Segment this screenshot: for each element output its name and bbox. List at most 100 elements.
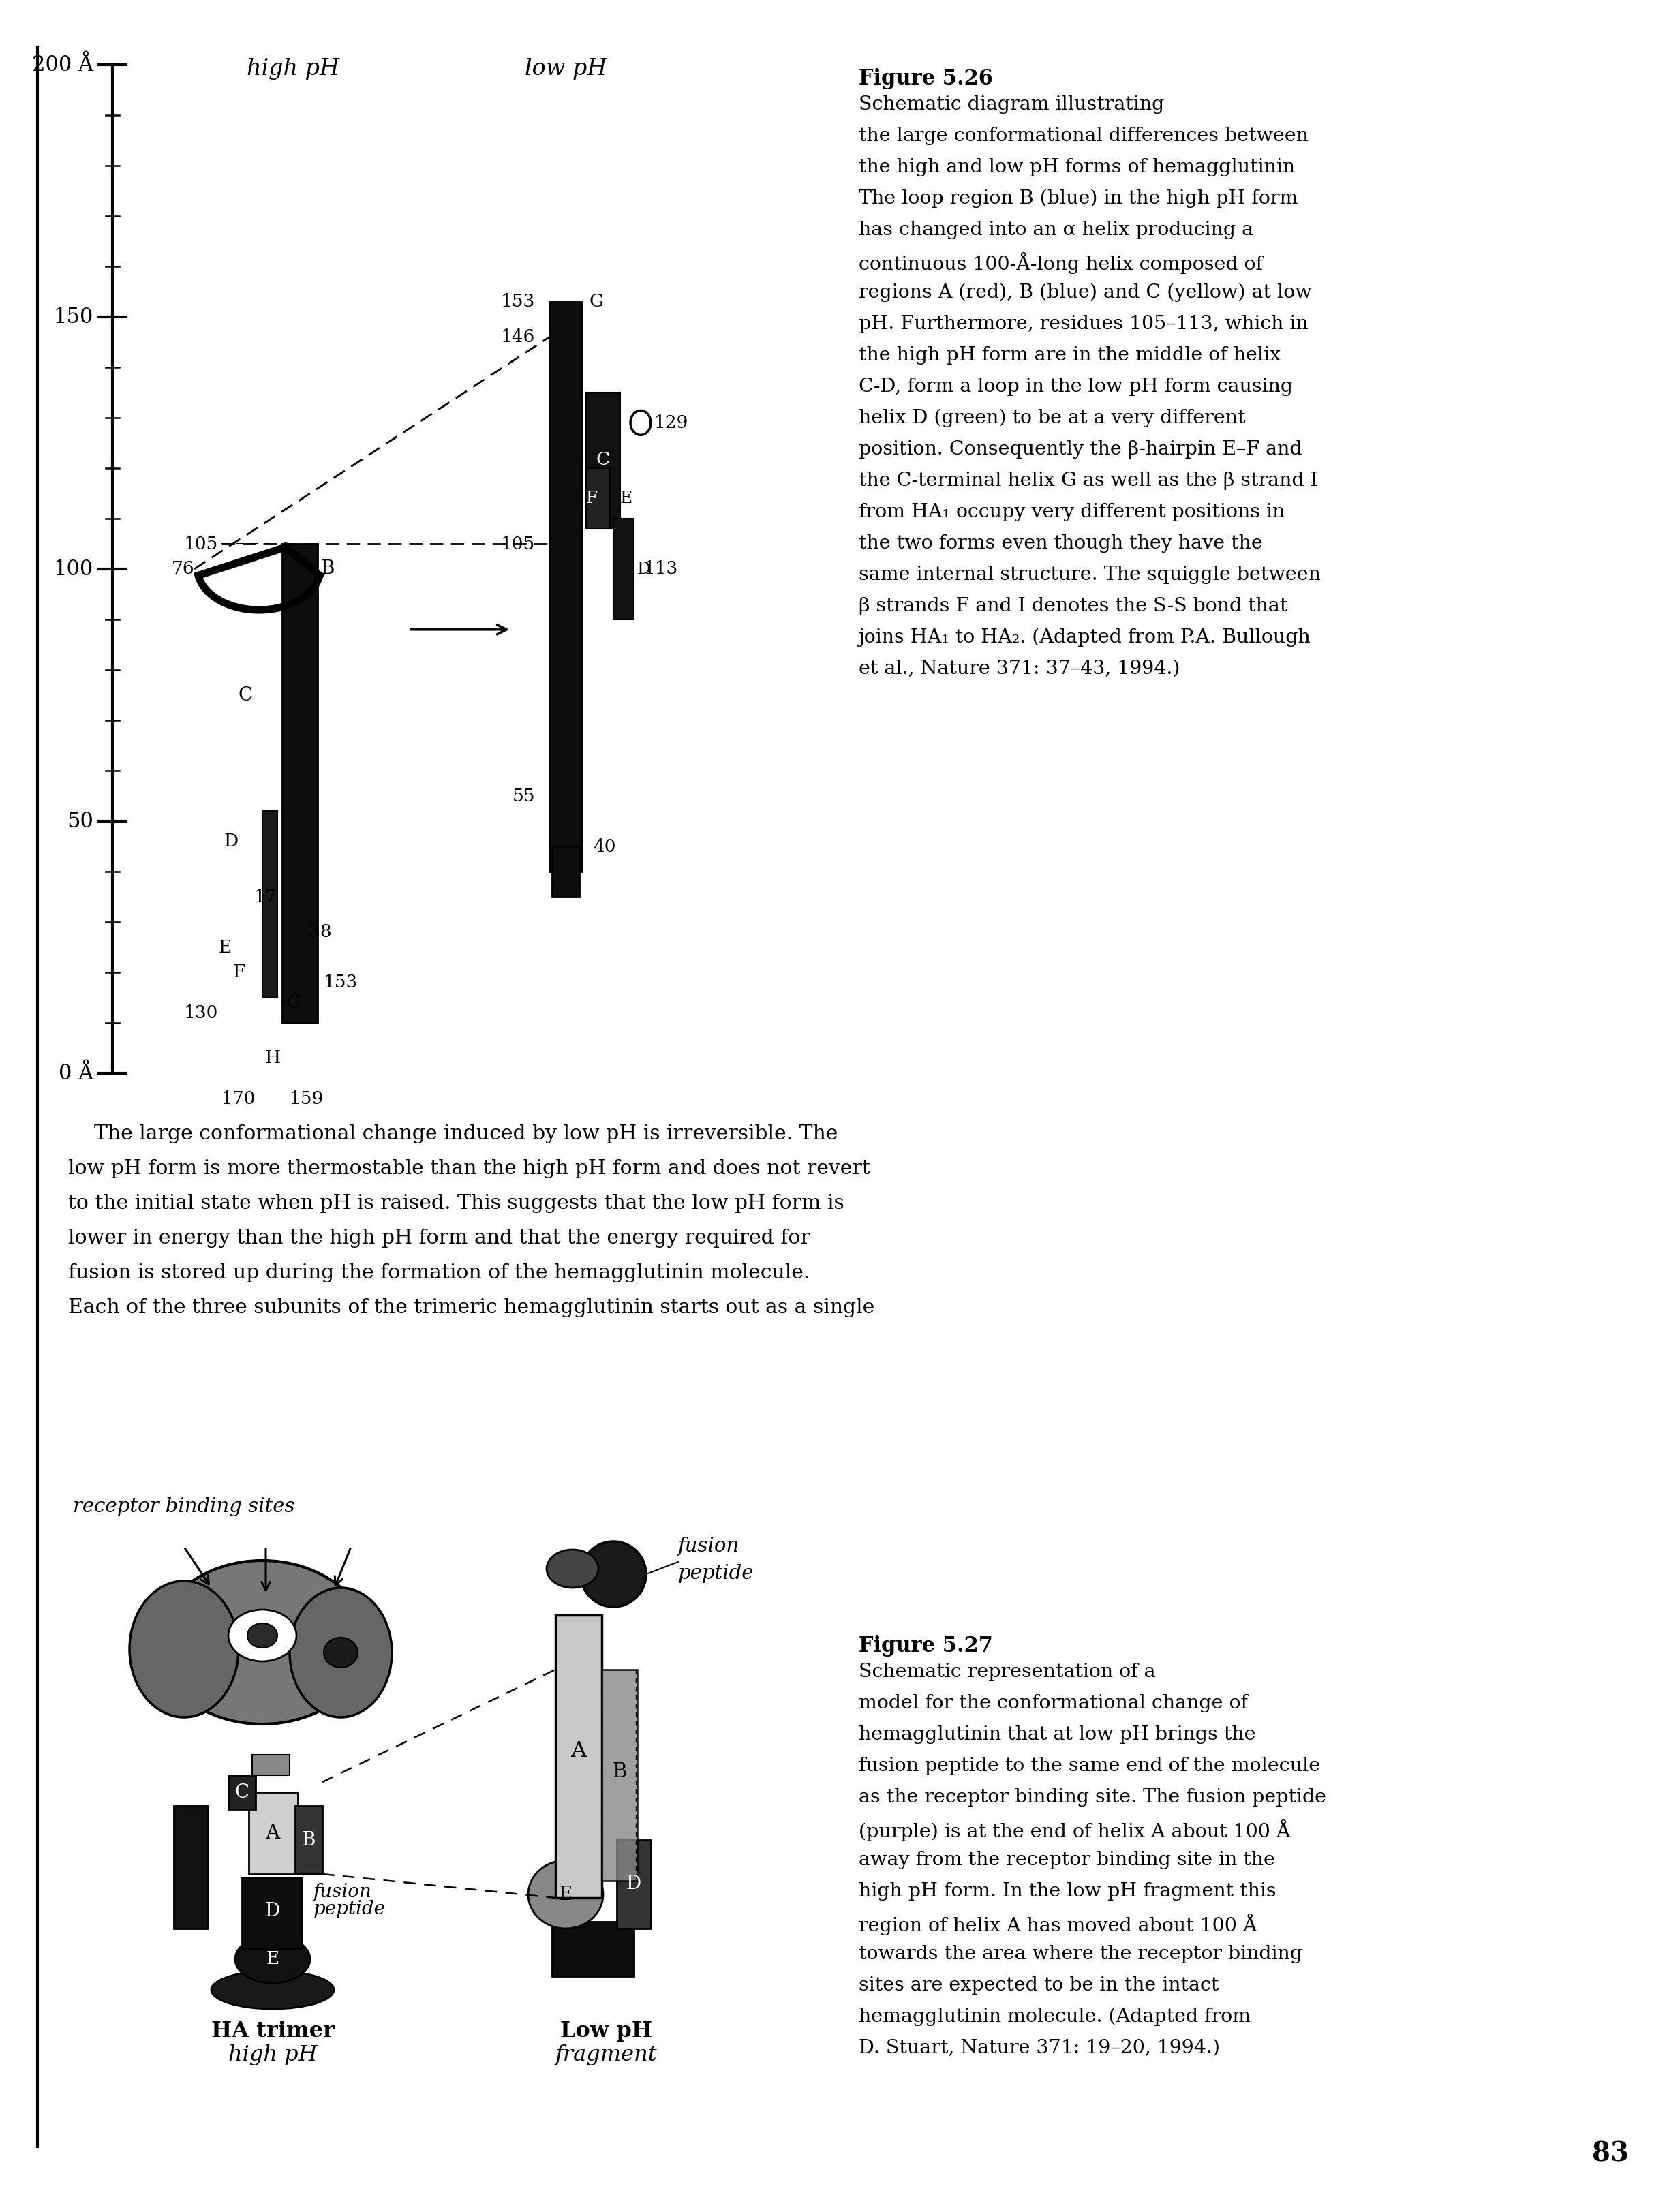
- Text: fragment: fragment: [555, 2044, 657, 2066]
- Text: towards the area where the receptor binding: towards the area where the receptor bind…: [859, 1944, 1302, 1964]
- Bar: [552, 847, 580, 896]
- Text: 200 Å: 200 Å: [32, 53, 93, 75]
- Text: continuous 100-Å-long helix composed of: continuous 100-Å-long helix composed of: [859, 252, 1264, 274]
- Bar: [587, 469, 610, 529]
- Text: hemagglutinin molecule. (Adapted from: hemagglutinin molecule. (Adapted from: [859, 2008, 1250, 2026]
- Ellipse shape: [547, 1551, 598, 1588]
- Bar: [173, 1805, 208, 1929]
- Text: from HA₁ occupy very different positions in: from HA₁ occupy very different positions…: [859, 502, 1285, 522]
- Text: A: A: [265, 1823, 280, 1843]
- Text: D: D: [627, 1876, 642, 1893]
- Text: receptor binding sites: receptor binding sites: [73, 1498, 295, 1515]
- Text: D: D: [223, 832, 238, 849]
- Ellipse shape: [235, 1936, 310, 1982]
- Text: has changed into an α helix producing a: has changed into an α helix producing a: [859, 221, 1254, 239]
- Text: Schematic diagram illustrating: Schematic diagram illustrating: [859, 95, 1164, 113]
- Text: 153: 153: [500, 294, 535, 310]
- Text: The large conformational change induced by low pH is irreversible. The: The large conformational change induced …: [68, 1124, 839, 1144]
- Text: 76: 76: [172, 560, 195, 577]
- Ellipse shape: [130, 1582, 238, 1717]
- Text: peptide: peptide: [313, 1900, 385, 1918]
- Text: high pH: high pH: [247, 58, 340, 80]
- Bar: [613, 518, 633, 619]
- Text: same internal structure. The squiggle between: same internal structure. The squiggle be…: [859, 566, 1320, 584]
- Text: hemagglutinin that at low pH brings the: hemagglutinin that at low pH brings the: [859, 1725, 1255, 1743]
- Text: B: B: [302, 1832, 315, 1849]
- Bar: [262, 812, 277, 998]
- Text: low pH form is more thermostable than the high pH form and does not revert: low pH form is more thermostable than th…: [68, 1159, 870, 1179]
- Text: the high and low pH forms of hemagglutinin: the high and low pH forms of hemagglutin…: [859, 157, 1295, 177]
- Bar: [550, 301, 582, 872]
- Bar: [587, 392, 620, 529]
- Text: 83: 83: [1592, 2141, 1629, 2168]
- Text: Figure 5.27: Figure 5.27: [859, 1635, 994, 1657]
- Bar: [555, 1615, 602, 1898]
- Text: F: F: [585, 491, 597, 507]
- Text: fusion is stored up during the formation of the hemagglutinin molecule.: fusion is stored up during the formation…: [68, 1263, 810, 1283]
- Text: regions A (red), B (blue) and C (yellow) at low: regions A (red), B (blue) and C (yellow)…: [859, 283, 1312, 303]
- Text: 170: 170: [222, 1091, 255, 1106]
- Text: region of helix A has moved about 100 Å: region of helix A has moved about 100 Å: [859, 1913, 1257, 1936]
- Text: B: B: [320, 560, 335, 577]
- Text: joins HA₁ to HA₂. (Adapted from P.A. Bullough: joins HA₁ to HA₂. (Adapted from P.A. Bul…: [859, 628, 1310, 646]
- Text: G: G: [285, 993, 300, 1011]
- Text: the large conformational differences between: the large conformational differences bet…: [859, 126, 1309, 146]
- Text: high pH: high pH: [228, 2044, 317, 2066]
- Bar: [248, 1792, 298, 1874]
- Text: D. Stuart, Nature 371: 19–20, 1994.): D. Stuart, Nature 371: 19–20, 1994.): [859, 2039, 1220, 2057]
- Bar: [602, 1670, 637, 1880]
- Bar: [617, 1840, 650, 1929]
- Text: fusion: fusion: [313, 1882, 372, 1902]
- Text: high pH form. In the low pH fragment this: high pH form. In the low pH fragment thi…: [859, 1882, 1277, 1900]
- Text: 146: 146: [500, 330, 535, 345]
- Text: to the initial state when pH is raised. This suggests that the low pH form is: to the initial state when pH is raised. …: [68, 1194, 844, 1212]
- Text: 0 Å: 0 Å: [58, 1062, 93, 1084]
- Text: (purple) is at the end of helix A about 100 Å: (purple) is at the end of helix A about …: [859, 1820, 1290, 1840]
- Circle shape: [580, 1542, 647, 1606]
- Text: lower in energy than the high pH form and that the energy required for: lower in energy than the high pH form an…: [68, 1228, 810, 1248]
- Text: H: H: [265, 1051, 280, 1066]
- Text: β strands F and I denotes the S-S bond that: β strands F and I denotes the S-S bond t…: [859, 597, 1287, 615]
- Text: 113: 113: [643, 560, 678, 577]
- Text: 130: 130: [183, 1004, 218, 1022]
- Text: low pH: low pH: [525, 58, 607, 80]
- Text: 40: 40: [593, 838, 615, 854]
- Text: Figure 5.26: Figure 5.26: [859, 69, 994, 88]
- Text: 100: 100: [53, 557, 93, 580]
- Text: C: C: [597, 451, 610, 469]
- Text: F: F: [233, 964, 245, 980]
- Text: D: D: [265, 1902, 280, 1920]
- Text: 55: 55: [512, 787, 535, 805]
- Text: 129: 129: [653, 414, 688, 431]
- Text: 105: 105: [183, 535, 218, 553]
- Bar: [552, 1922, 633, 1975]
- Text: Low pH: Low pH: [560, 2020, 652, 2042]
- Text: 150: 150: [53, 305, 93, 327]
- Text: as the receptor binding site. The fusion peptide: as the receptor binding site. The fusion…: [859, 1787, 1327, 1807]
- Text: away from the receptor binding site in the: away from the receptor binding site in t…: [859, 1851, 1275, 1869]
- Bar: [252, 1754, 290, 1776]
- Text: peptide: peptide: [678, 1564, 753, 1584]
- Text: C: C: [235, 1783, 248, 1801]
- Text: fusion peptide to the same end of the molecule: fusion peptide to the same end of the mo…: [859, 1756, 1320, 1776]
- Bar: [282, 544, 318, 1022]
- Text: C-D, form a loop in the low pH form causing: C-D, form a loop in the low pH form caus…: [859, 378, 1294, 396]
- Text: Each of the three subunits of the trimeric hemagglutinin starts out as a single: Each of the three subunits of the trimer…: [68, 1298, 875, 1318]
- Text: C: C: [238, 686, 252, 703]
- Text: pH. Furthermore, residues 105–113, which in: pH. Furthermore, residues 105–113, which…: [859, 314, 1309, 334]
- Text: the high pH form are in the middle of helix: the high pH form are in the middle of he…: [859, 347, 1280, 365]
- Ellipse shape: [247, 1624, 277, 1648]
- Text: D: D: [637, 562, 650, 577]
- Text: B: B: [612, 1763, 627, 1781]
- Text: the C-terminal helix G as well as the β strand I: the C-terminal helix G as well as the β …: [859, 471, 1319, 491]
- Text: E: E: [267, 1951, 278, 1969]
- Text: et al., Nature 371: 37–43, 1994.): et al., Nature 371: 37–43, 1994.): [859, 659, 1180, 679]
- Ellipse shape: [157, 1559, 368, 1723]
- Text: The loop region B (blue) in the high pH form: The loop region B (blue) in the high pH …: [859, 190, 1299, 208]
- Text: position. Consequently the β-hairpin E–F and: position. Consequently the β-hairpin E–F…: [859, 440, 1302, 458]
- Text: 153: 153: [323, 973, 358, 991]
- Text: E: E: [620, 491, 632, 507]
- Ellipse shape: [228, 1610, 297, 1661]
- Text: 50: 50: [67, 810, 93, 832]
- Bar: [242, 1878, 302, 1949]
